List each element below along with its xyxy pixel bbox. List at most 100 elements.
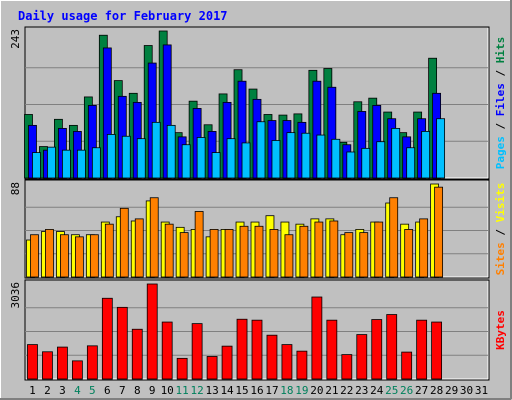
bar-kbytes-day-22 (341, 354, 353, 380)
bar-pages-day-2 (47, 146, 56, 179)
x-tick-label-day-15: 15 (235, 384, 248, 397)
bar-pages-day-15 (241, 142, 251, 179)
side-legend-part: Files (494, 83, 507, 116)
side-legend-part: Sites (494, 242, 507, 275)
bar-sites-day-1 (30, 234, 39, 278)
bar-pages-day-14 (226, 138, 236, 179)
bar-kbytes-day-5 (86, 345, 98, 380)
bar-kbytes-day-23 (356, 334, 368, 380)
y-max-label: 3036 (9, 282, 22, 309)
side-legend-part: / (494, 116, 507, 136)
side-legend-part: / (494, 63, 507, 83)
bar-kbytes-day-9 (146, 283, 158, 380)
bar-pages-day-9 (151, 121, 161, 179)
bar-sites-day-20 (314, 221, 324, 278)
x-tick-label-day-9: 9 (149, 384, 156, 397)
side-legend-part: Hits (494, 37, 507, 64)
bar-sites-day-17 (269, 229, 279, 278)
bar-kbytes-day-18 (281, 344, 293, 380)
bar-pages-day-18 (286, 132, 296, 179)
bar-pages-day-7 (121, 135, 131, 179)
bar-kbytes-day-28 (431, 321, 443, 380)
bar-sites-day-26 (404, 229, 414, 278)
x-tick-label-day-24: 24 (370, 384, 384, 397)
bar-kbytes-day-11 (176, 357, 188, 380)
bar-pages-day-13 (211, 152, 221, 179)
x-tick-label-day-12: 12 (191, 384, 204, 397)
bar-pages-day-21 (331, 138, 341, 179)
x-tick-label-day-14: 14 (220, 384, 234, 397)
bar-pages-day-26 (406, 147, 416, 179)
bar-pages-day-23 (361, 147, 371, 179)
side-legend-part: Pages (494, 136, 507, 169)
x-tick-label-day-2: 2 (44, 384, 51, 397)
bar-pages-day-6 (106, 134, 116, 179)
side-legend-part: KBytes (494, 310, 507, 350)
x-tick-label-day-6: 6 (104, 384, 111, 397)
bar-kbytes-day-24 (371, 319, 383, 380)
bar-sites-day-8 (134, 218, 144, 278)
bar-pages-day-20 (316, 134, 326, 179)
side-legend-part: / (494, 222, 507, 242)
bar-sites-day-14 (224, 229, 234, 278)
bar-kbytes-day-14 (221, 345, 233, 380)
bar-kbytes-day-12 (191, 323, 203, 380)
chart-panels: 243 Pages / Files / Hits 88 Sites / Visits 3… (9, 26, 507, 381)
bar-kbytes-day-20 (311, 296, 323, 380)
bar-pages-day-16 (256, 121, 266, 179)
bar-pages-day-22 (346, 151, 356, 179)
bar-pages-day-25 (391, 127, 401, 179)
bar-sites-day-6 (104, 223, 114, 278)
y-max-label: 243 (9, 29, 22, 49)
bar-kbytes-day-27 (416, 319, 428, 380)
bar-sites-day-11 (179, 232, 189, 278)
x-tick-label-day-25: 25 (385, 384, 398, 397)
bar-sites-day-3 (60, 234, 69, 278)
x-tick-label-day-8: 8 (134, 384, 141, 397)
x-tick-label-day-30: 30 (460, 384, 473, 397)
bar-sites-day-27 (419, 218, 429, 278)
bar-kbytes-day-8 (131, 328, 143, 380)
bar-kbytes-day-10 (161, 321, 173, 380)
bar-kbytes-day-19 (296, 350, 308, 380)
panel-hits-files-pages: 243 Pages / Files / Hits (9, 26, 507, 180)
x-tick-label-day-1: 1 (29, 384, 36, 397)
bar-pages-day-4 (76, 149, 86, 179)
bar-sites-day-24 (374, 221, 384, 278)
x-tick-label-day-20: 20 (310, 384, 323, 397)
x-tick-label-day-5: 5 (89, 384, 96, 397)
bar-sites-day-22 (344, 232, 354, 278)
bar-sites-day-4 (74, 236, 84, 278)
x-tick-label-day-10: 10 (161, 384, 174, 397)
bar-sites-day-16 (254, 225, 264, 278)
bar-pages-day-10 (166, 124, 176, 179)
bar-sites-day-18 (284, 234, 294, 278)
bar-pages-day-17 (271, 140, 281, 179)
bar-kbytes-day-2 (42, 351, 53, 380)
bar-kbytes-day-15 (236, 318, 248, 380)
panel-visits-sites: 88 Sites / Visits (9, 179, 507, 279)
chart-title: Daily usage for February 2017 (18, 9, 228, 23)
bar-sites-day-23 (359, 232, 369, 278)
x-tick-label-day-31: 31 (475, 384, 488, 397)
bar-sites-day-5 (89, 234, 99, 278)
side-legend-label: KBytes (494, 310, 507, 350)
bar-kbytes-day-1 (27, 344, 38, 380)
bar-sites-day-28 (434, 186, 444, 278)
y-max-label: 88 (9, 182, 22, 195)
bar-sites-day-25 (389, 197, 399, 278)
bar-pages-day-12 (196, 137, 206, 179)
bar-pages-day-27 (421, 131, 431, 179)
bar-pages-day-11 (181, 144, 191, 179)
bar-kbytes-day-26 (401, 351, 413, 380)
bar-sites-day-15 (239, 225, 249, 278)
x-axis-day-labels: 1 2 3 4 5 6 7 8 9 10 11 12 13 14 15 16 17 18 19 20 21 22 23 24 2… (29, 384, 488, 397)
bar-kbytes-day-7 (116, 306, 128, 380)
x-tick-label-day-27: 27 (415, 384, 428, 397)
x-tick-label-day-17: 17 (265, 384, 278, 397)
bar-kbytes-day-4 (71, 360, 83, 380)
bar-kbytes-day-17 (266, 334, 278, 380)
bar-pages-day-8 (136, 138, 146, 179)
bar-sites-day-10 (164, 223, 174, 278)
x-tick-label-day-23: 23 (355, 384, 368, 397)
